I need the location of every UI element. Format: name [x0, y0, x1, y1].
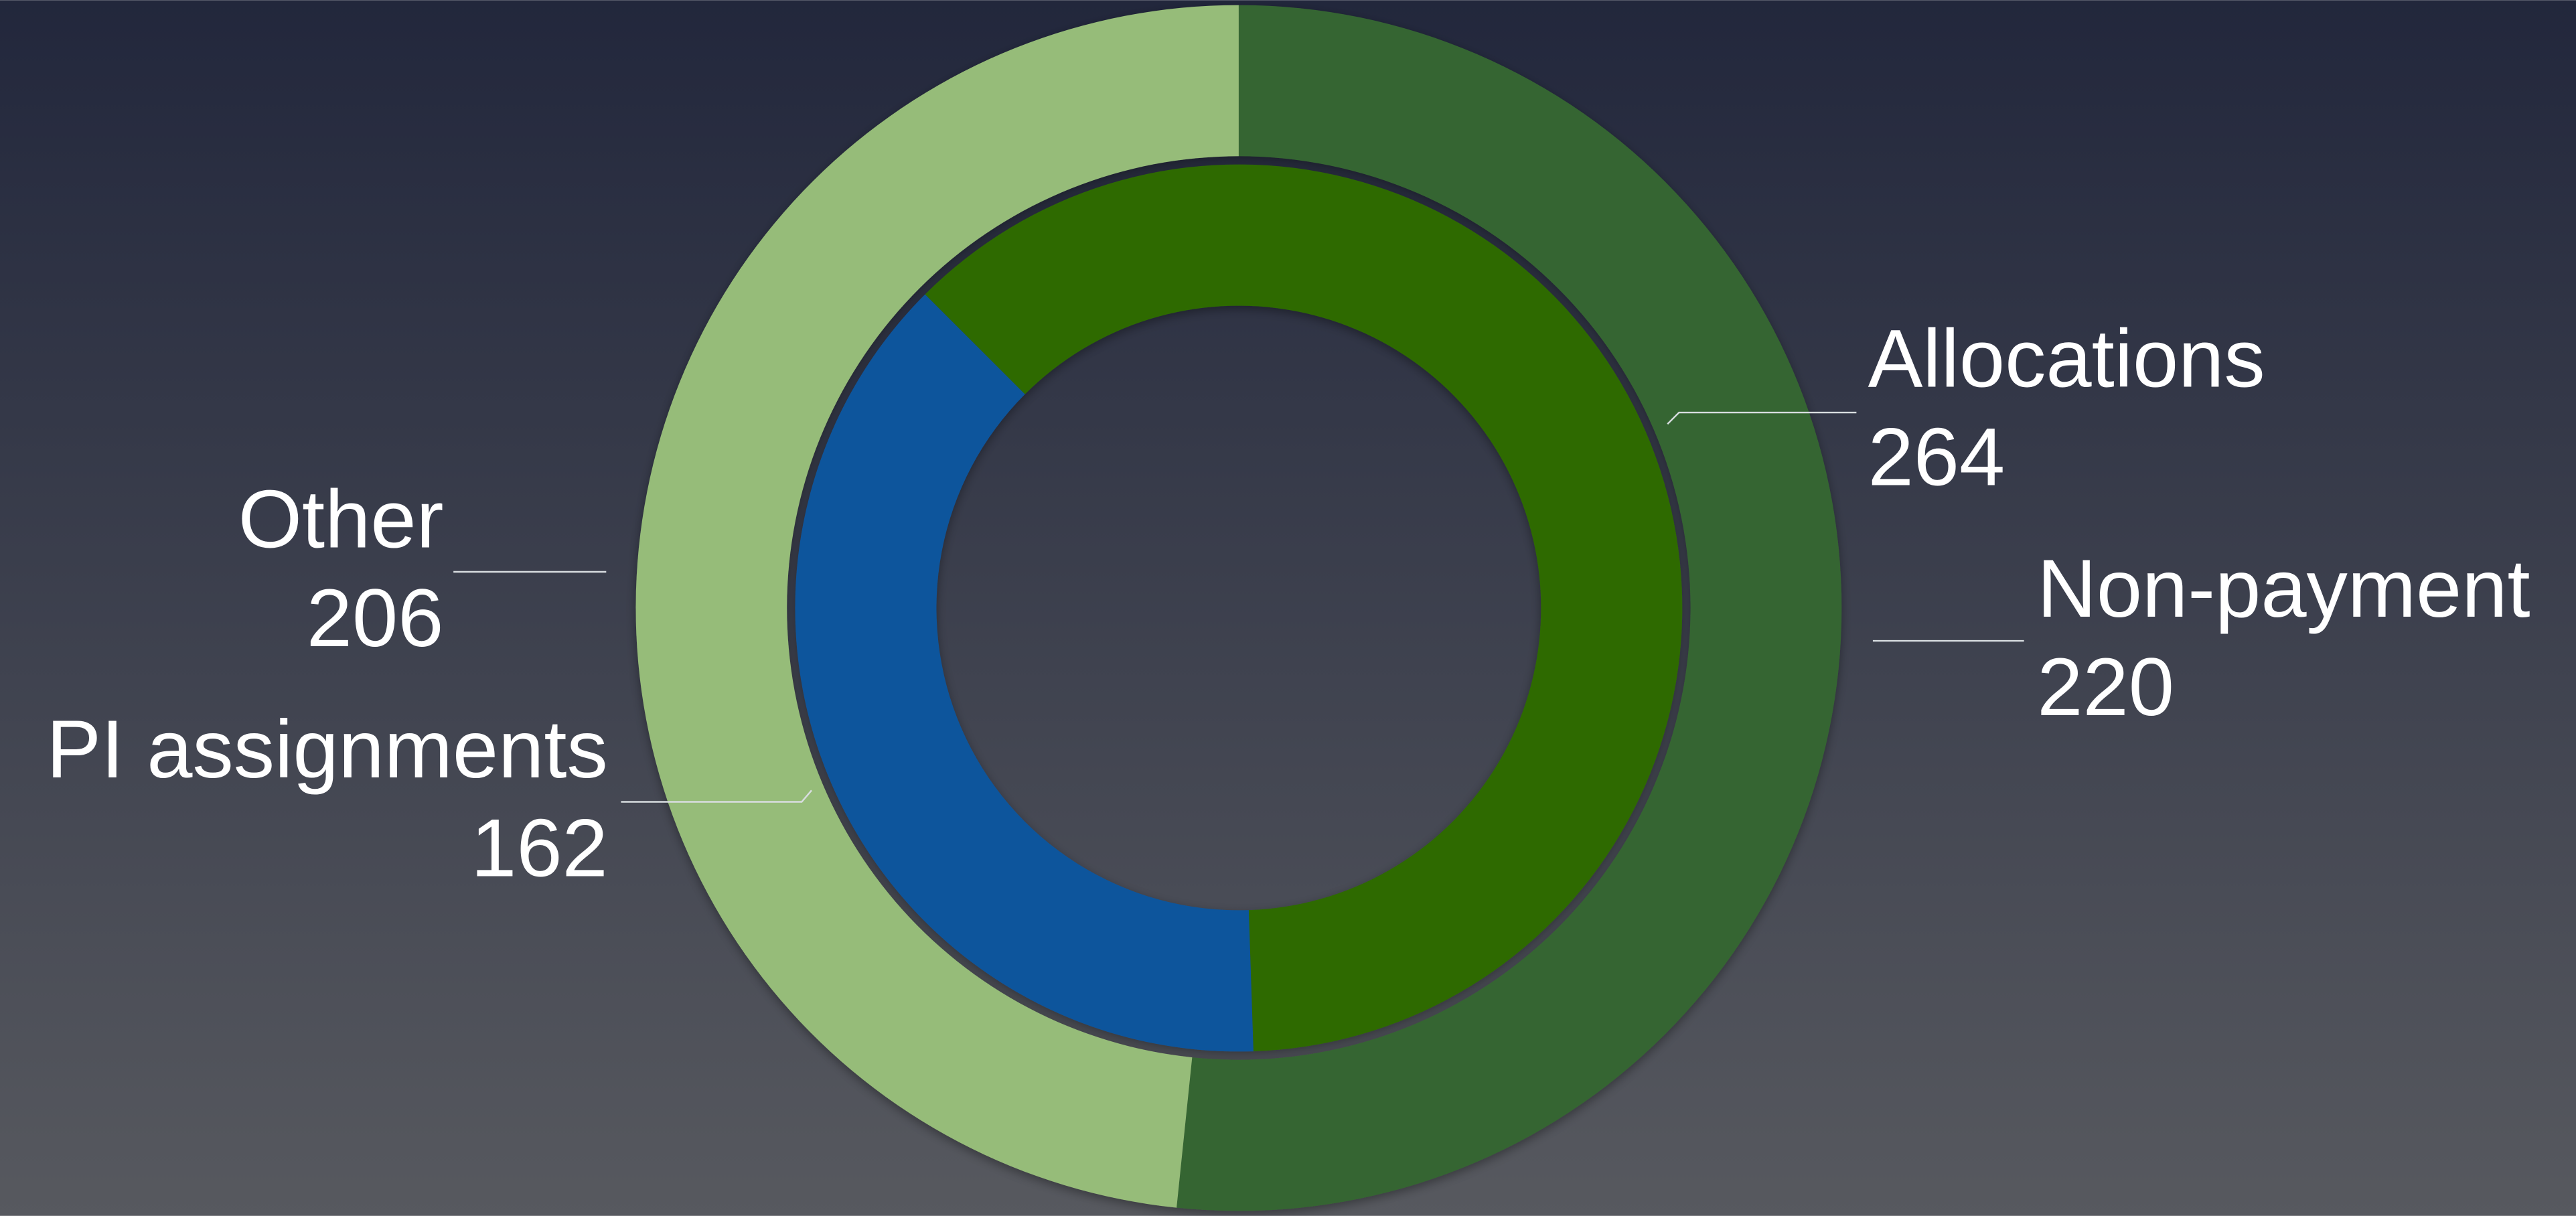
- donut-segment: [795, 294, 1254, 1052]
- segment-value: 206: [307, 572, 444, 664]
- donut-segment: [635, 5, 1239, 1208]
- segment-label: Allocations: [1868, 312, 2265, 404]
- donut-segment: [1177, 5, 1842, 1211]
- segment-label: Other: [238, 473, 444, 565]
- segment-label: Non-payment: [2037, 542, 2530, 634]
- segment-value: 264: [1868, 411, 2005, 503]
- leader-line: [621, 789, 812, 803]
- leader-line: [1667, 411, 1857, 425]
- segment-value: 220: [2037, 641, 2174, 733]
- segment-value: 162: [471, 802, 608, 893]
- rings: [635, 5, 1842, 1211]
- donut-segment: [925, 164, 1683, 1052]
- segment-label: PI assignments: [46, 703, 608, 795]
